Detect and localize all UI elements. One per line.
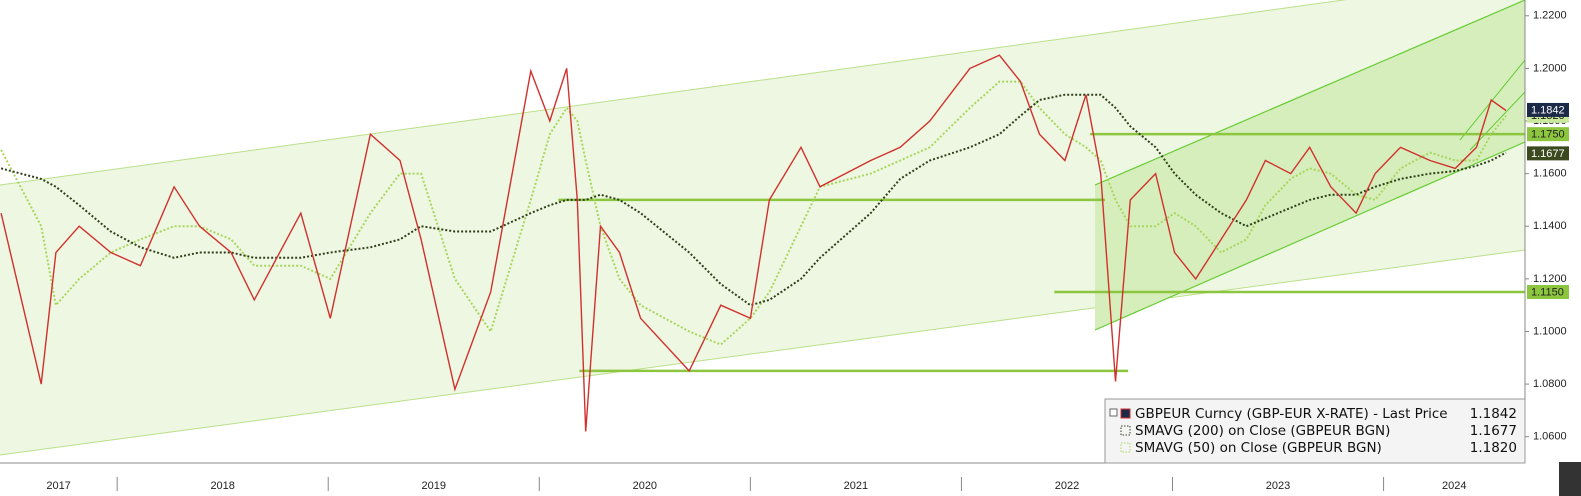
legend-label: SMAVG (50) on Close (GBPEUR BGN) xyxy=(1135,440,1382,456)
legend: GBPEUR Curncy (GBP-EUR X-RATE) - Last Pr… xyxy=(1104,398,1526,464)
y-axis-area xyxy=(1525,0,1581,496)
x-tick-label: 2024 xyxy=(1442,480,1466,492)
legend-label: GBPEUR Curncy (GBP-EUR X-RATE) - Last Pr… xyxy=(1135,406,1448,422)
level-tag-label: 1.1750 xyxy=(1531,129,1565,141)
y-tick-label: 1.2200 xyxy=(1533,10,1567,22)
y-tick-label: 1.1200 xyxy=(1533,273,1567,285)
channel-line xyxy=(0,0,1348,186)
channel-line xyxy=(1094,141,1526,331)
channel-fill xyxy=(0,0,1525,455)
x-tick-label: 2017 xyxy=(46,480,70,492)
legend-label: SMAVG (200) on Close (GBPEUR BGN) xyxy=(1135,423,1390,439)
legend-swatch xyxy=(1120,408,1131,419)
corner-button[interactable] xyxy=(1559,462,1581,496)
legend-swatch xyxy=(1120,425,1131,436)
x-tick-label: 2023 xyxy=(1266,480,1290,492)
x-tick-label: 2021 xyxy=(844,480,868,492)
legend-value: 1.1677 xyxy=(1470,423,1517,439)
level-tag-label: 1.1150 xyxy=(1531,286,1564,298)
channels xyxy=(0,0,1526,456)
channel-fill xyxy=(1095,0,1525,330)
y-tick-label: 1.1600 xyxy=(1533,168,1567,180)
series-line xyxy=(0,54,1507,432)
channel-line xyxy=(0,249,1526,456)
level-tag xyxy=(1527,285,1569,300)
legend-value: 1.1842 xyxy=(1470,406,1517,422)
channel-line xyxy=(1094,0,1526,186)
x-tick-label: 2022 xyxy=(1055,480,1079,492)
level-tag xyxy=(1527,127,1569,142)
series-line xyxy=(0,80,1507,346)
series-line xyxy=(0,93,1507,307)
last-value-tag xyxy=(1527,102,1569,117)
x-tick-label: 2020 xyxy=(633,480,657,492)
x-tick-label: 2019 xyxy=(422,480,446,492)
y-tick-label: 1.0600 xyxy=(1533,431,1567,443)
x-tick-label: 2018 xyxy=(210,480,234,492)
y-tick-label: 1.1000 xyxy=(1533,325,1567,337)
legend-swatch xyxy=(1120,442,1131,453)
y-tick-label: 1.0800 xyxy=(1533,378,1567,390)
last-value-tag-label: 1.1677 xyxy=(1531,148,1565,160)
legend-box xyxy=(1104,398,1526,464)
legend-value: 1.1820 xyxy=(1470,440,1517,456)
y-tick-label: 1.1400 xyxy=(1533,220,1567,232)
last-value-tag xyxy=(1527,146,1569,161)
last-value-tag-label: 1.1842 xyxy=(1531,104,1565,116)
channel-line xyxy=(1459,59,1526,141)
y-tick-label: 1.2000 xyxy=(1533,62,1567,74)
legend-toggle[interactable] xyxy=(1109,408,1118,417)
